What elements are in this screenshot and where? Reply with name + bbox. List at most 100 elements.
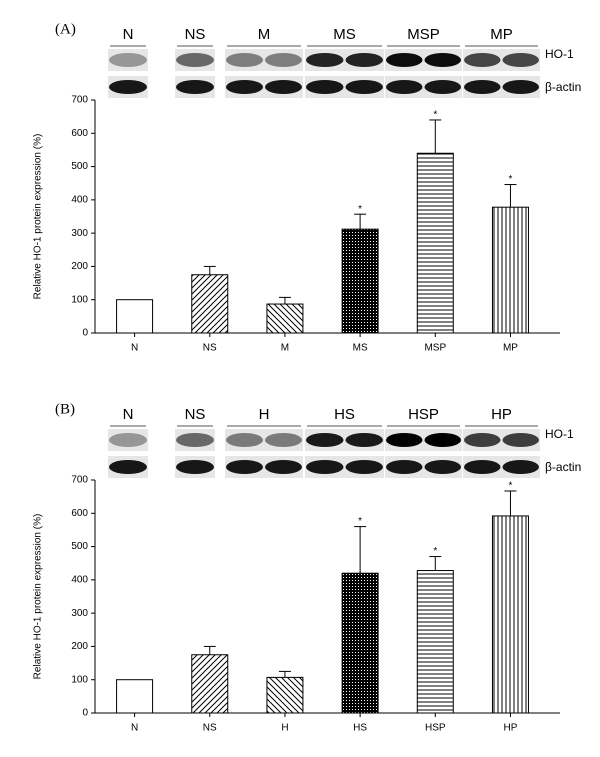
bar (266, 303, 304, 334)
y-tick-label: 400 (71, 574, 88, 585)
error-bar (504, 184, 517, 208)
bar (116, 299, 154, 334)
blot-band (176, 460, 214, 474)
blot-band (176, 53, 214, 67)
blot-band (265, 80, 302, 94)
y-tick-label: 300 (71, 228, 88, 239)
panel-label: (A) (55, 21, 76, 37)
y-tick-label: 600 (71, 508, 88, 519)
lane-label: MS (333, 26, 356, 43)
bar (191, 274, 229, 334)
blot-strip (225, 49, 303, 71)
blot-band (306, 460, 344, 474)
blot-band (226, 433, 263, 447)
error-bar (354, 526, 367, 574)
blot-band (176, 433, 214, 447)
y-tick-label: 200 (71, 261, 88, 272)
blot-band (386, 53, 423, 67)
y-tick-label: 500 (71, 541, 88, 552)
blot-band (109, 80, 147, 94)
blot-band (424, 460, 461, 474)
blot-band (386, 460, 423, 474)
blot-band (226, 53, 263, 67)
error-bar (278, 296, 291, 305)
significance-mark: * (509, 481, 513, 492)
lane-label: NS (185, 26, 206, 43)
y-tick-label: 0 (82, 328, 88, 339)
x-tick-label: M (281, 343, 289, 354)
x-tick-label: N (131, 723, 138, 734)
significance-mark: * (433, 110, 437, 121)
blot-band (464, 80, 501, 94)
blot-band (502, 433, 539, 447)
x-tick-label: HS (353, 723, 367, 734)
blot-band (226, 80, 263, 94)
x-tick-label: HSP (425, 723, 446, 734)
bar (341, 572, 379, 714)
significance-mark: * (358, 204, 362, 215)
blot-band (109, 460, 147, 474)
y-tick-label: 100 (71, 294, 88, 305)
error-bar (203, 265, 216, 275)
bar (491, 206, 529, 334)
x-tick-label: N (131, 343, 138, 354)
blot-band (226, 460, 263, 474)
blot-band (424, 80, 461, 94)
blot-band (502, 460, 539, 474)
blot-band (464, 53, 501, 67)
error-bar (429, 556, 442, 571)
bar (191, 654, 229, 714)
x-tick-label: MS (353, 343, 368, 354)
x-tick-label: MSP (424, 343, 446, 354)
bar (116, 679, 154, 714)
blot-band (345, 460, 383, 474)
blot-band (424, 53, 461, 67)
blot-row-label: β-actin (545, 80, 581, 94)
lane-label: NS (185, 406, 206, 423)
blot-row-label: β-actin (545, 460, 581, 474)
blot-row-label: HO-1 (545, 427, 574, 441)
blot-band (345, 53, 383, 67)
blot-strip (108, 429, 148, 451)
blot-band (386, 433, 423, 447)
y-tick-label: 700 (71, 95, 88, 106)
y-tick-label: 600 (71, 128, 88, 139)
blot-band (464, 460, 501, 474)
lane-label: H (259, 406, 270, 423)
y-tick-label: 500 (71, 161, 88, 172)
lane-label: MP (490, 26, 513, 43)
bar (341, 228, 379, 334)
blot-band (464, 433, 501, 447)
significance-mark: * (509, 174, 513, 185)
error-bar (429, 119, 442, 154)
x-tick-label: HP (504, 723, 518, 734)
blot-band (109, 433, 147, 447)
blot-strip (225, 429, 303, 451)
y-axis-label: Relative HO-1 protein expression (%) (33, 134, 44, 300)
x-tick-label: NS (203, 723, 217, 734)
lane-label: N (123, 406, 134, 423)
x-tick-label: NS (203, 343, 217, 354)
bar (416, 570, 454, 714)
error-bar (504, 490, 517, 516)
blot-band (502, 80, 539, 94)
blot-band (502, 53, 539, 67)
lane-label: MSP (407, 26, 440, 43)
error-bar (203, 645, 216, 655)
error-bar (354, 213, 367, 230)
blot-band (345, 433, 383, 447)
blot-band (386, 80, 423, 94)
blot-band (306, 433, 344, 447)
y-tick-label: 400 (71, 194, 88, 205)
lane-label: M (258, 26, 271, 43)
lane-label: HP (491, 406, 512, 423)
x-tick-label: MP (503, 343, 518, 354)
lane-label: N (123, 26, 134, 43)
blot-band (176, 80, 214, 94)
significance-mark: * (358, 516, 362, 527)
y-tick-label: 300 (71, 608, 88, 619)
blot-row-label: HO-1 (545, 47, 574, 61)
x-tick-label: H (281, 723, 288, 734)
